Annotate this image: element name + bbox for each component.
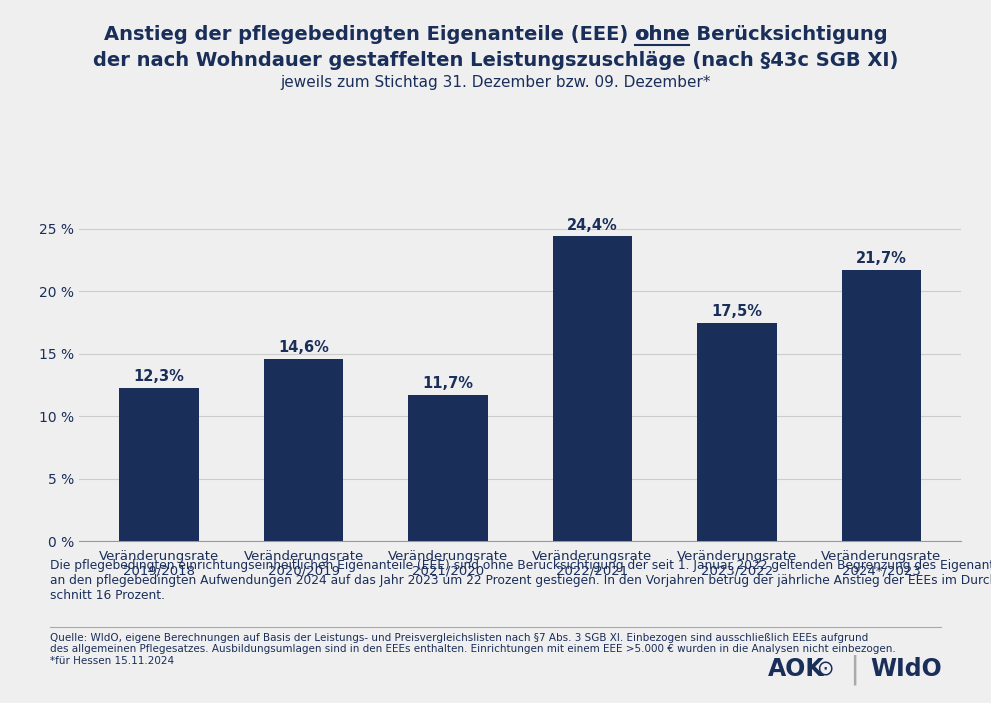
Text: AOK: AOK xyxy=(768,657,825,681)
Bar xyxy=(698,323,777,541)
Text: 24,4%: 24,4% xyxy=(567,218,617,233)
Text: |: | xyxy=(849,654,859,685)
Text: jeweils zum Stichtag 31. Dezember bzw. 09. Dezember*: jeweils zum Stichtag 31. Dezember bzw. 0… xyxy=(280,75,711,90)
Bar xyxy=(408,395,488,541)
Text: WIdO: WIdO xyxy=(870,657,941,681)
Text: 17,5%: 17,5% xyxy=(712,304,762,319)
Text: Die pflegebedingten einrichtungseinheitlichen Eigenanteile (EEE) sind ohne Berüc: Die pflegebedingten einrichtungseinheitl… xyxy=(50,559,991,602)
Bar xyxy=(841,270,922,541)
Bar xyxy=(119,387,199,541)
Text: ⊙: ⊙ xyxy=(816,659,833,679)
Bar xyxy=(264,359,343,541)
Text: 21,7%: 21,7% xyxy=(856,252,907,266)
Text: 12,3%: 12,3% xyxy=(134,369,184,384)
Text: 11,7%: 11,7% xyxy=(422,376,474,392)
Text: Quelle: WIdO, eigene Berechnungen auf Basis der Leistungs- und Preisvergleichsli: Quelle: WIdO, eigene Berechnungen auf Ba… xyxy=(50,633,895,666)
Bar xyxy=(553,236,632,541)
Text: 14,6%: 14,6% xyxy=(278,340,329,355)
Text: ohne: ohne xyxy=(634,25,690,44)
Text: Anstieg der pflegebedingten Eigenanteile (EEE) ohne Berücksichtigung: Anstieg der pflegebedingten Eigenanteile… xyxy=(104,25,887,44)
Text: der nach Wohndauer gestaffelten Leistungszuschläge (nach §43c SGB XI): der nach Wohndauer gestaffelten Leistung… xyxy=(93,51,898,70)
